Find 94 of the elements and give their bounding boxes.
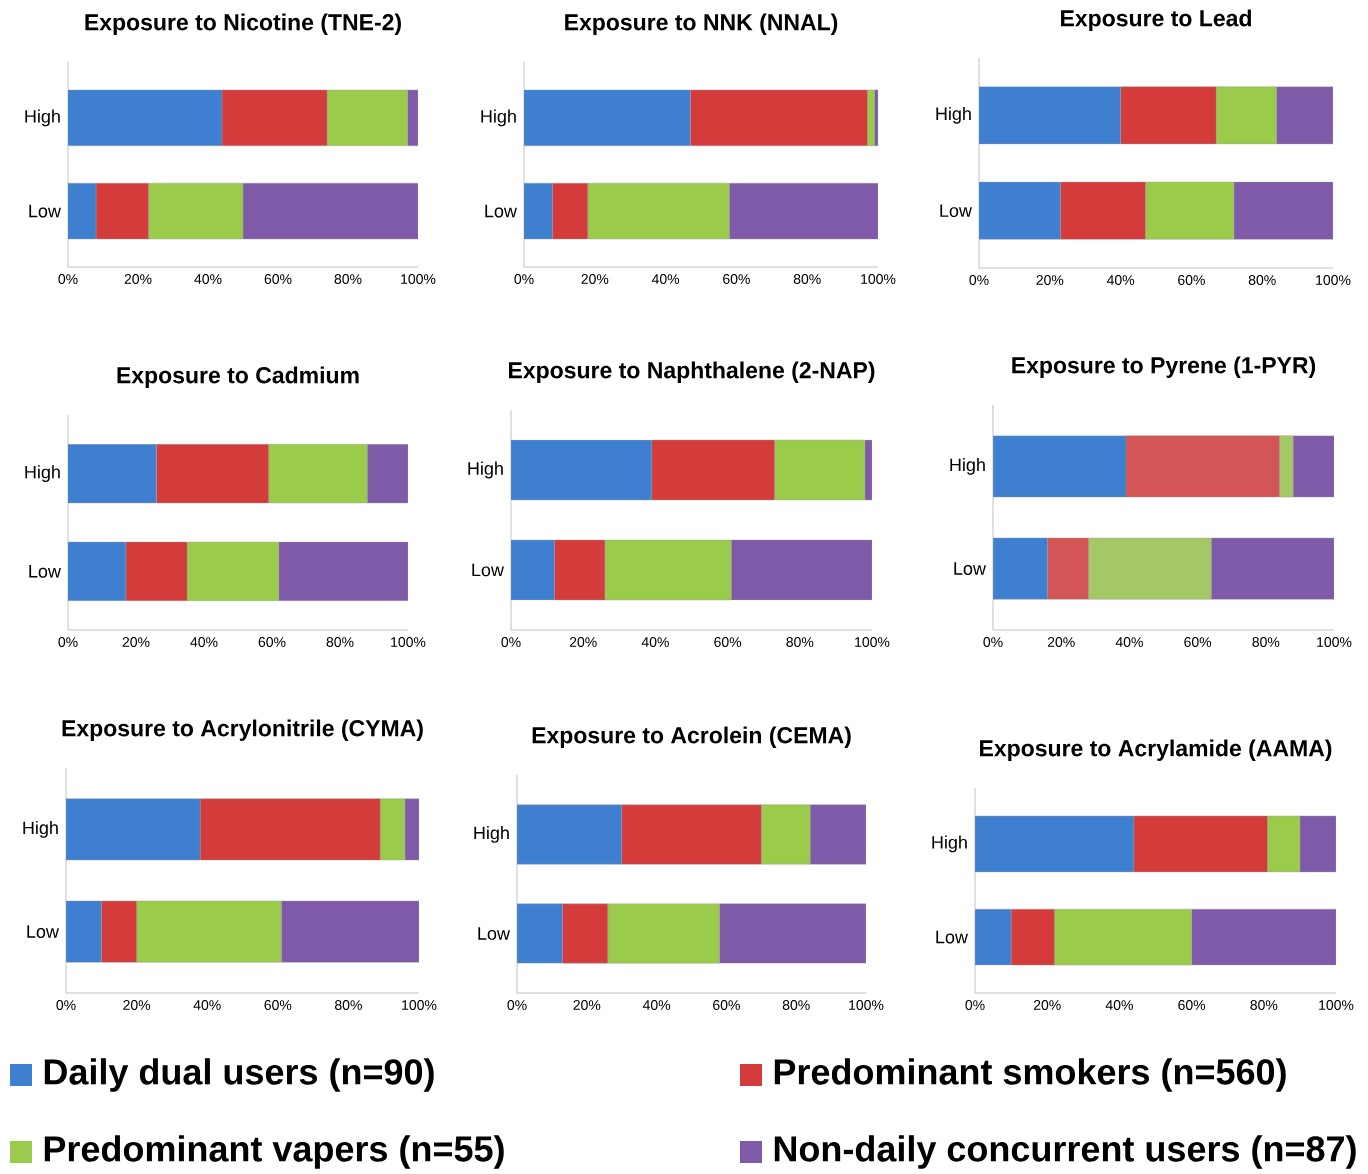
- x-tick-label: 60%: [1184, 637, 1212, 647]
- x-tick-label: 20%: [124, 274, 152, 284]
- x-tick-label: 20%: [1047, 637, 1075, 647]
- x-tick-label: 80%: [782, 1000, 810, 1010]
- y-tick-label: High: [23, 820, 58, 838]
- y-tick-label: Low: [29, 565, 61, 578]
- y-tick-label: High: [950, 457, 985, 475]
- y-tick-label: Low: [954, 562, 986, 575]
- x-tick-label: 0%: [514, 274, 534, 284]
- x-tick-label: 80%: [1248, 275, 1276, 285]
- bar: [242, 182, 419, 240]
- chart-title: Exposure to Naphthalene (2-NAP): [509, 361, 875, 383]
- x-tick-label: 0%: [501, 637, 521, 647]
- bar: [68, 541, 127, 601]
- x-tick-label: 0%: [969, 275, 989, 285]
- x-tick-label: 20%: [581, 274, 609, 284]
- chart-title: Exposure to Cadmium: [117, 366, 359, 388]
- x-tick-label: 100%: [391, 637, 426, 647]
- x-tick-label: 80%: [334, 274, 362, 284]
- x-tick-label: 40%: [642, 1000, 671, 1010]
- bar: [68, 444, 157, 504]
- x-tick-label: 100%: [849, 1000, 884, 1010]
- chart-title: Exposure to Nicotine (TNE-2): [85, 13, 401, 35]
- x-tick-label: 80%: [335, 1000, 362, 1010]
- legend-label: Predominant smokers (n=560): [774, 1058, 1286, 1092]
- bar: [1292, 435, 1335, 498]
- y-tick-label: High: [25, 465, 60, 483]
- x-tick-label: 0%: [56, 1000, 76, 1010]
- x-tick-label: 40%: [190, 637, 218, 647]
- x-tick-label: 0%: [58, 274, 78, 284]
- y-tick-label: High: [936, 106, 971, 124]
- legend-label: Predominant vapers (n=55): [44, 1135, 504, 1169]
- y-tick-label: High: [932, 835, 967, 853]
- x-tick-label: 20%: [123, 1000, 151, 1010]
- bar: [1211, 537, 1335, 600]
- x-tick-label: 100%: [1317, 637, 1352, 647]
- chart-title: Exposure to Acrylonitrile (CYMA): [62, 719, 423, 741]
- x-tick-label: 60%: [264, 274, 292, 284]
- legend-label: Non-daily concurrent users (n=87): [774, 1135, 1356, 1169]
- y-tick-label: Low: [940, 204, 972, 218]
- x-tick-label: 40%: [1106, 275, 1135, 285]
- chart-title: Exposure to Pyrene (1-PYR): [1012, 356, 1316, 378]
- x-tick-label: 60%: [723, 274, 750, 284]
- chart-title: Exposure to Acrolein (CEMA): [532, 726, 851, 748]
- x-tick-label: 100%: [402, 1000, 437, 1010]
- chart-title: Exposure to Lead: [1061, 9, 1251, 31]
- y-tick-label: Low: [485, 204, 517, 218]
- x-tick-label: 80%: [326, 637, 354, 647]
- y-tick-label: Low: [29, 204, 61, 218]
- bar: [524, 89, 691, 147]
- chart-title: Exposure to Acrylamide (AAMA): [980, 739, 1332, 761]
- x-tick-label: 40%: [1115, 637, 1143, 647]
- x-tick-label: 60%: [1178, 1000, 1206, 1010]
- x-tick-label: 40%: [651, 274, 680, 284]
- x-tick-label: 80%: [786, 637, 814, 647]
- legend-label: Daily dual users (n=90): [44, 1058, 434, 1092]
- x-tick-label: 0%: [983, 637, 1003, 647]
- y-tick-label: Low: [478, 927, 510, 940]
- y-tick-label: High: [25, 109, 60, 127]
- x-tick-label: 40%: [194, 274, 222, 284]
- y-tick-label: High: [474, 826, 509, 843]
- x-tick-label: 60%: [714, 637, 742, 647]
- x-tick-label: 40%: [1105, 1000, 1133, 1010]
- y-tick-label: Low: [936, 930, 968, 944]
- x-tick-label: 40%: [193, 1000, 221, 1010]
- x-tick-label: 60%: [1178, 275, 1205, 285]
- x-tick-label: 80%: [1252, 637, 1280, 647]
- x-tick-label: 40%: [641, 637, 669, 647]
- x-tick-label: 20%: [573, 1000, 601, 1010]
- x-tick-label: 20%: [569, 637, 597, 647]
- y-tick-label: High: [468, 461, 503, 479]
- x-tick-label: 20%: [122, 637, 150, 647]
- x-tick-label: 0%: [507, 1000, 527, 1010]
- x-tick-label: 60%: [264, 1000, 292, 1010]
- x-tick-label: 80%: [793, 274, 821, 284]
- x-tick-label: 100%: [401, 274, 436, 284]
- x-tick-label: 0%: [58, 637, 78, 647]
- x-tick-label: 60%: [258, 637, 286, 647]
- bar: [524, 182, 553, 240]
- y-tick-label: High: [481, 109, 516, 127]
- x-tick-label: 100%: [855, 637, 890, 647]
- y-tick-label: Low: [472, 563, 504, 577]
- x-tick-label: 100%: [1316, 275, 1351, 285]
- bar: [993, 537, 1048, 600]
- x-tick-label: 100%: [861, 274, 896, 284]
- x-tick-label: 0%: [965, 1000, 985, 1010]
- x-tick-label: 80%: [1250, 1000, 1278, 1010]
- x-tick-label: 20%: [1033, 1000, 1061, 1010]
- y-tick-label: Low: [27, 925, 59, 938]
- x-tick-label: 20%: [1036, 275, 1064, 285]
- x-tick-label: 100%: [1319, 1000, 1354, 1010]
- chart-title: Exposure to NNK (NNAL): [565, 13, 838, 35]
- x-tick-label: 60%: [713, 1000, 740, 1010]
- bar: [993, 435, 1127, 498]
